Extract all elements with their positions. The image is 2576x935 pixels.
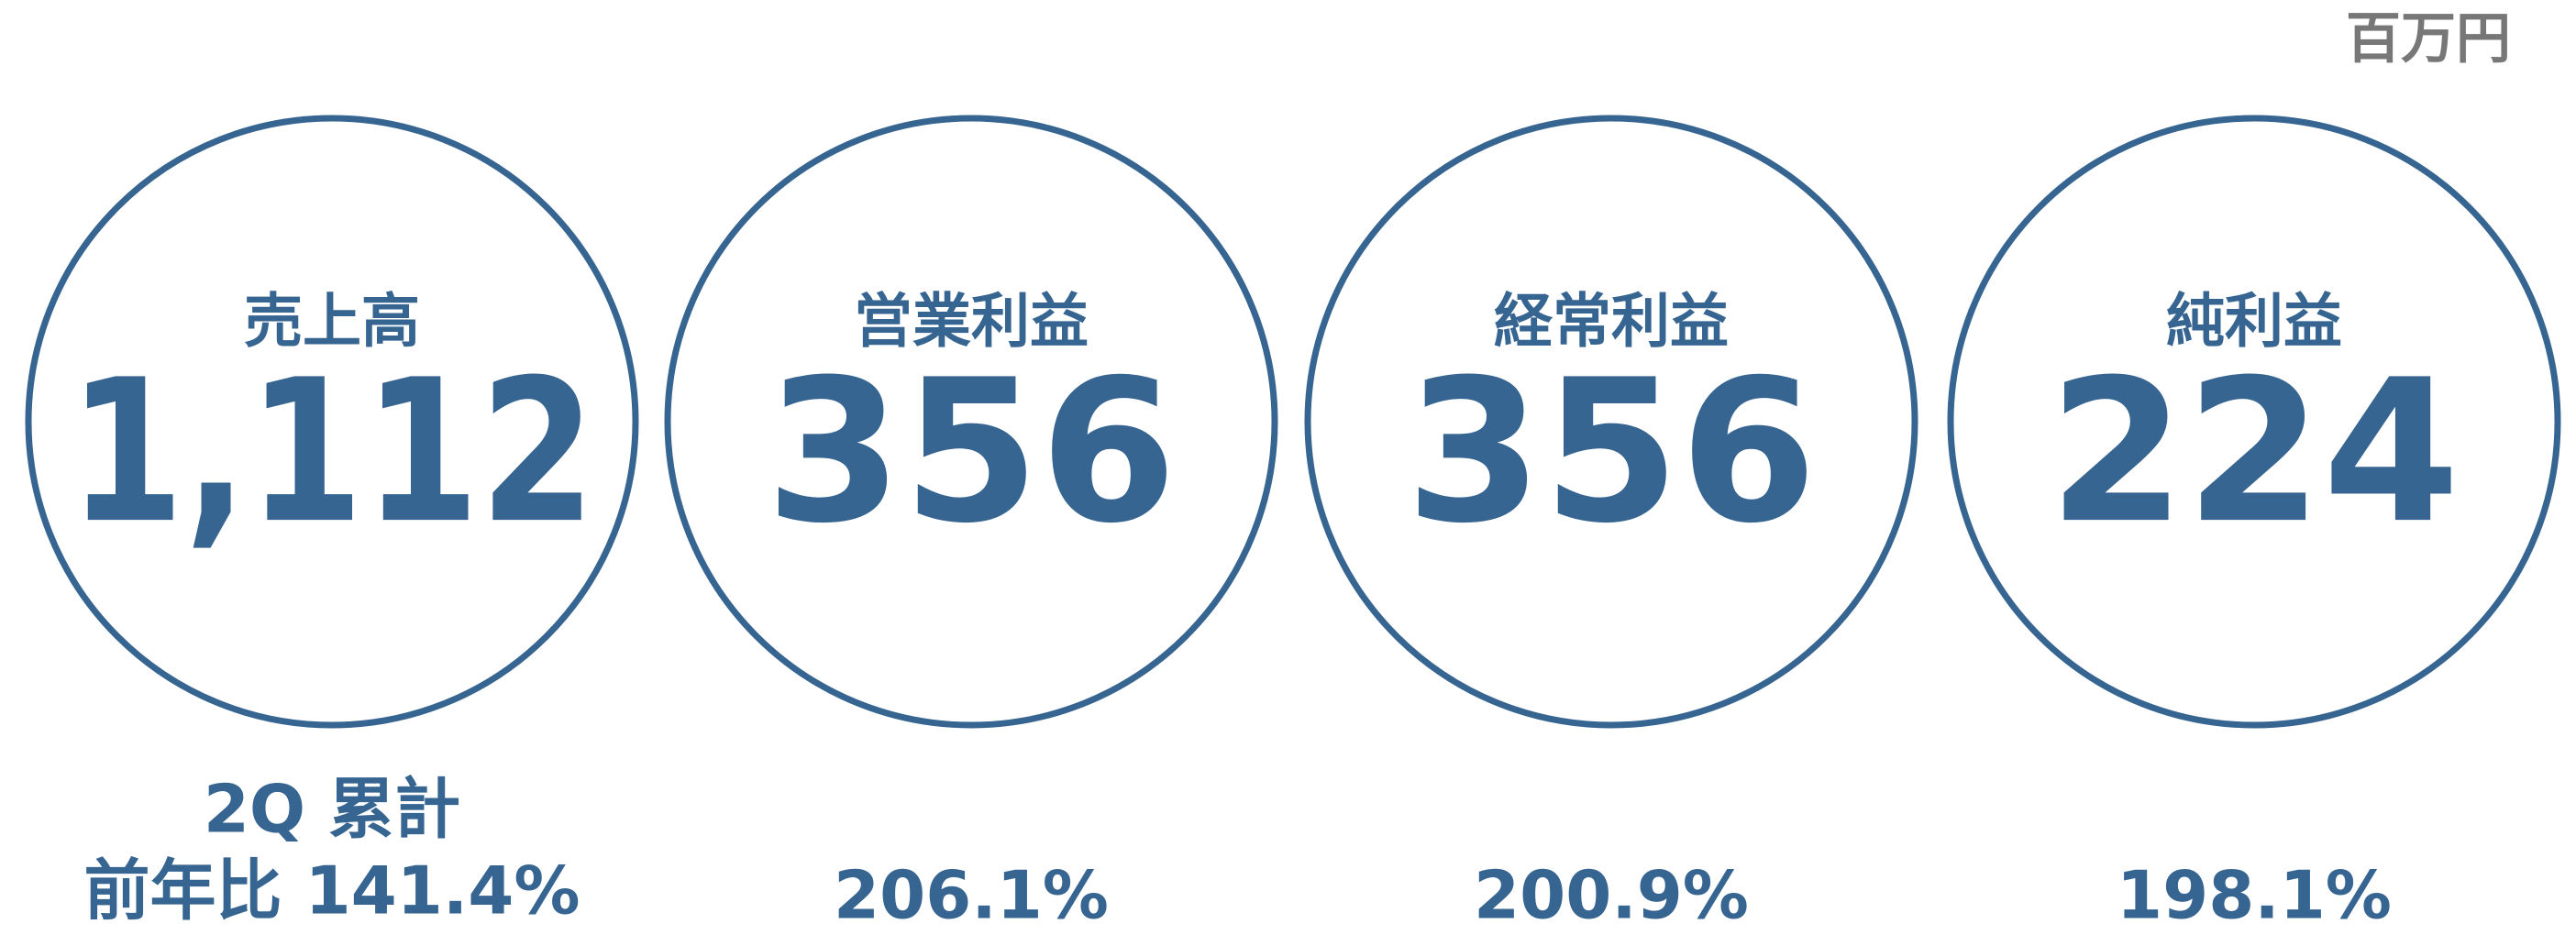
kpi-circle — [1947, 115, 2561, 729]
kpi-comparison: 200.9% — [1474, 857, 1749, 934]
kpi-value: 356 — [766, 336, 1177, 566]
kpi-circle — [1304, 115, 1918, 729]
kpi-comparison: 前年比 141.4% — [84, 852, 580, 930]
kpi-note: 2Q 累計 — [204, 771, 460, 848]
kpi-circle — [664, 115, 1278, 729]
kpi-value: 1,112 — [69, 336, 596, 566]
kpi-label: 経常利益 — [1494, 289, 1729, 357]
kpi-comparison: 206.1% — [834, 857, 1109, 934]
kpi-comparison: 198.1% — [2117, 857, 2392, 934]
kpi-value: 356 — [1406, 336, 1818, 566]
kpi-value: 224 — [2049, 336, 2460, 566]
kpi-label: 純利益 — [2166, 289, 2342, 357]
unit-label: 百万円 — [2346, 7, 2511, 72]
kpi-label: 売上高 — [244, 289, 420, 357]
kpi-label: 営業利益 — [854, 289, 1089, 357]
kpi-circle — [25, 115, 639, 729]
